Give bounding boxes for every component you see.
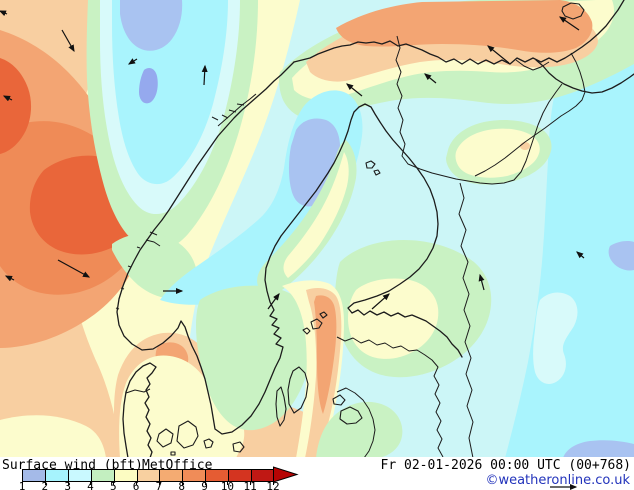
wind-arrow <box>559 16 580 31</box>
wind-arrow <box>478 273 485 291</box>
legend-tick-label: 7 <box>155 480 163 490</box>
legend-tick-label: 8 <box>178 480 186 490</box>
legend-segment <box>23 470 46 481</box>
legend-tick-label: 5 <box>109 480 117 490</box>
legend-segment <box>91 470 115 481</box>
copyright-link[interactable]: ©weatheronline.co.uk <box>485 473 630 488</box>
legend-segment <box>114 470 138 481</box>
wind-arrow <box>346 83 363 97</box>
legend-tick-label: 6 <box>132 480 140 490</box>
small-wind-arrow <box>550 484 578 490</box>
legend-tick-mark <box>44 481 46 485</box>
legend-tick-mark <box>181 481 183 485</box>
legend-tick-label: 2 <box>41 480 49 490</box>
region-blue-sliver <box>139 68 158 104</box>
region-yellow-sw-corner <box>0 415 106 458</box>
legend-tick-label: 3 <box>64 480 71 490</box>
legend-tick-mark <box>90 481 92 485</box>
wind-arrow <box>371 293 390 310</box>
legend-segment <box>160 470 184 481</box>
legend-tick-mark <box>113 481 115 485</box>
legend-tick-mark <box>136 481 138 485</box>
wind-arrow <box>4 275 15 282</box>
wind-arrow <box>0 10 8 17</box>
region-peach-dot-kola <box>520 142 530 150</box>
wind-arrow <box>487 45 510 64</box>
wind-arrow <box>2 95 13 102</box>
legend-tick-mark <box>227 481 229 485</box>
legend-tick-label: 4 <box>87 480 94 490</box>
legend-tick-mark <box>22 481 23 485</box>
legend-tick-label: 12 <box>266 480 280 490</box>
legend-arrowhead <box>273 466 299 483</box>
legend-segment <box>183 470 207 481</box>
legend-colorbar <box>22 469 275 482</box>
legend-segment <box>137 470 161 481</box>
legend-segment <box>68 470 92 481</box>
region-periwinkle-topcentre <box>120 0 183 51</box>
legend-tick-label: 9 <box>201 480 208 490</box>
coastlines <box>115 0 634 458</box>
wind-arrows <box>0 10 585 310</box>
legend-segment <box>229 470 253 481</box>
wind-arrow <box>267 293 280 310</box>
region-periwinkle-se-corner <box>563 440 634 458</box>
region-orange-hot-edge <box>0 58 32 154</box>
legend-tick-mark <box>67 481 69 485</box>
region-palecyan-hand <box>533 292 578 384</box>
legend-tick-mark <box>158 481 160 485</box>
legend-tick-label: 11 <box>243 480 257 490</box>
region-green-trondheim <box>112 233 197 299</box>
wind-arrow <box>127 58 138 65</box>
wind-arrow <box>576 251 585 259</box>
legend-segment <box>45 470 69 481</box>
wind-arrow <box>201 64 208 86</box>
region-yellow-bothnia-band <box>283 152 349 278</box>
region-green-estonia <box>316 401 403 458</box>
legend-segment <box>252 470 274 481</box>
wind-arrow <box>424 73 437 84</box>
region-yellow-kola <box>455 128 540 178</box>
region-periwinkle-east-edge <box>608 241 634 271</box>
legend-tick-mark <box>204 481 206 485</box>
region-green-bothnia-band <box>257 140 357 295</box>
region-yellow-denmark <box>119 355 245 458</box>
wind-arrow <box>61 29 75 53</box>
valid-time: Fr 02-01-2026 00:00 UTC (00+768) <box>380 458 631 473</box>
wind-map-canvas <box>0 0 634 458</box>
legend-tick-mark <box>273 481 274 485</box>
legend-tick-label: 1 <box>18 480 26 490</box>
wind-arrow <box>57 259 91 278</box>
region-orange-corridor <box>314 295 337 414</box>
region-orange-barents <box>336 0 593 53</box>
legend-segment <box>206 470 230 481</box>
legend-tick-mark <box>250 481 252 485</box>
legend-tick-label: 10 <box>220 480 234 490</box>
legend-footer: Surface wind (bft) MetOffice Fr 02-01-20… <box>0 457 634 490</box>
